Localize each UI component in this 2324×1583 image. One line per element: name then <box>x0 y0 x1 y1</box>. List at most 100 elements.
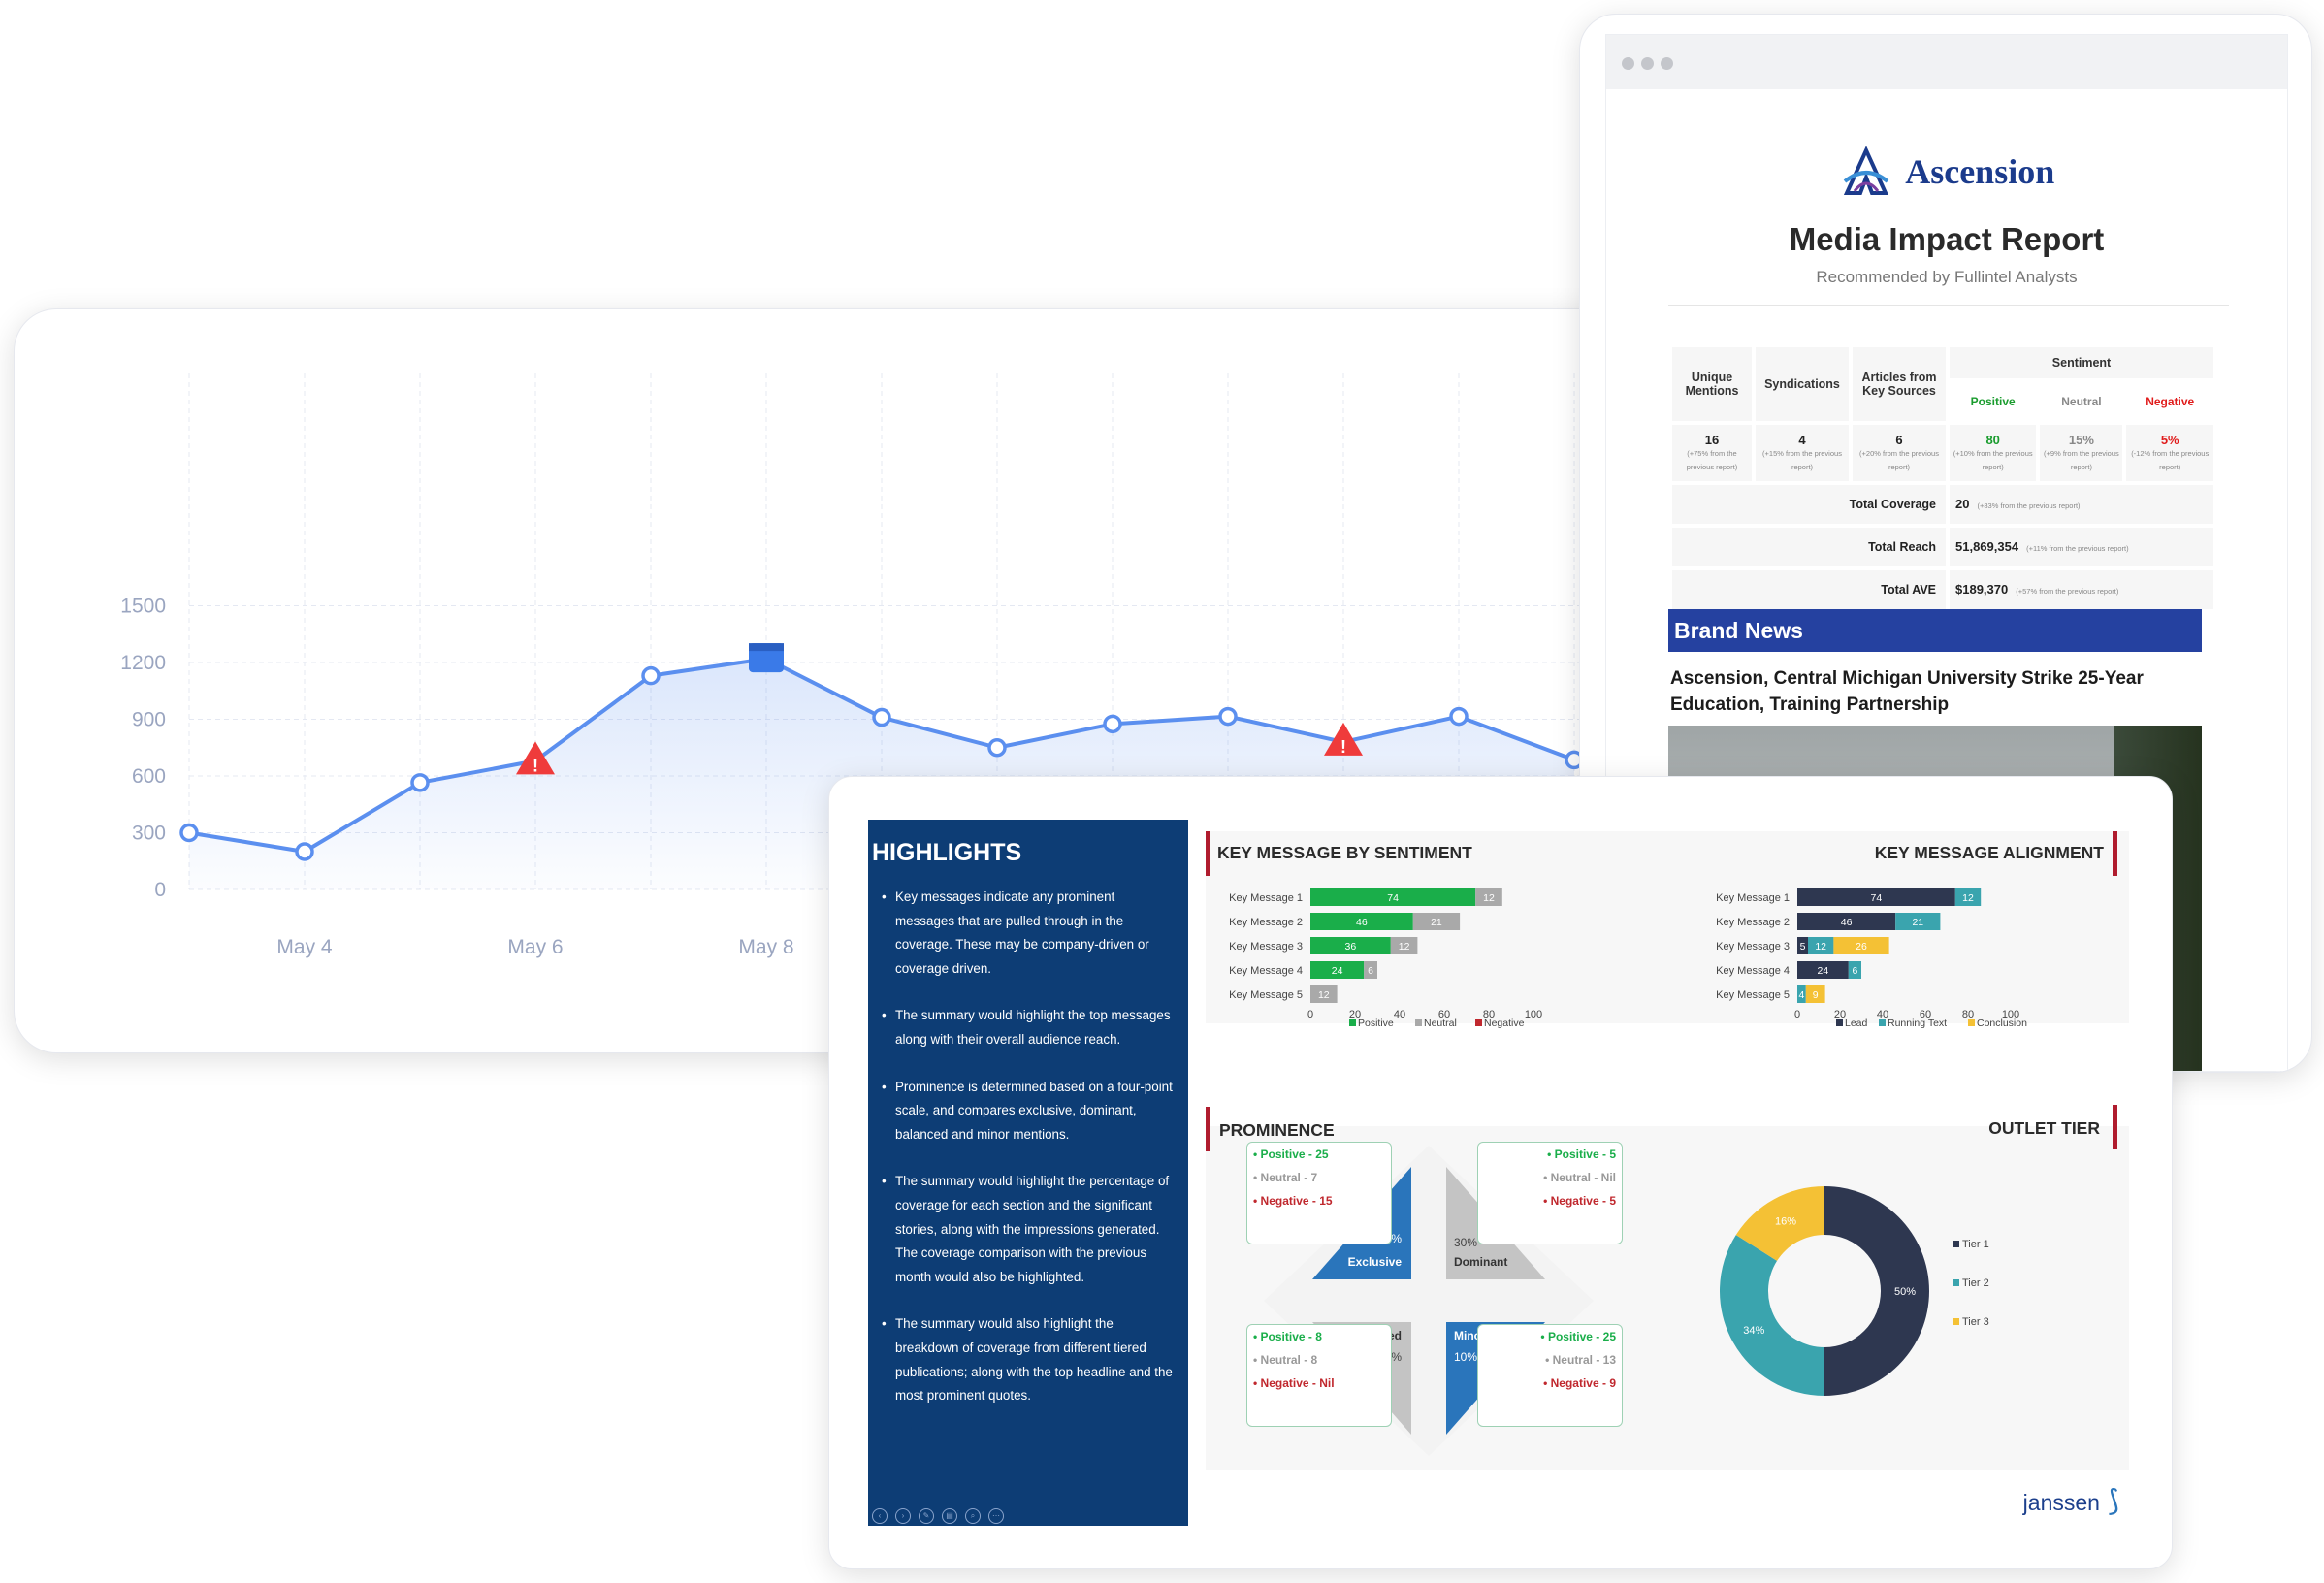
dominant-breakdown: • Positive - 5 • Neutral - Nil • Negativ… <box>1477 1142 1623 1244</box>
y-tick-label: 300 <box>132 823 166 845</box>
unique-mentions-header: Unique Mentions <box>1672 347 1752 421</box>
sentiment-header: Sentiment <box>1950 347 2213 378</box>
exclusive-breakdown: • Positive - 25 • Neutral - 7 • Negative… <box>1246 1142 1392 1244</box>
legend-swatch <box>1879 1019 1886 1026</box>
legend-label: Lead <box>1845 1018 1868 1029</box>
x-tick-label: 80 <box>1483 1009 1495 1020</box>
data-point <box>1218 706 1238 727</box>
synd-cell: 4 (+15% from the previous report) <box>1756 425 1849 481</box>
data-point <box>641 665 661 686</box>
highlight-item: The summary would highlight the percenta… <box>882 1170 1177 1289</box>
brand-news-header: Brand News <box>1668 609 2202 652</box>
y-tick-label: 1200 <box>120 652 166 674</box>
bar-segment <box>1797 913 1896 930</box>
balanced-breakdown: • Positive - 8 • Neutral - 8 • Negative … <box>1246 1324 1392 1427</box>
unique-value: 16 <box>1704 432 1720 447</box>
x-tick-label: 60 <box>1920 1009 1931 1020</box>
data-point <box>410 773 430 792</box>
legend-swatch <box>1953 1318 1959 1325</box>
slide-controls: ‹ › ✎ ▤ ⌕ ⋯ <box>872 1508 1004 1524</box>
bar-segment <box>1805 985 1825 1003</box>
data-point <box>1103 714 1122 734</box>
media-report-window: Ascension Media Impact Report Recommende… <box>1579 14 2312 1073</box>
bar-segment <box>1833 937 1889 954</box>
janssen-mark-icon: ⟆ <box>2099 1485 2119 1517</box>
data-point <box>872 707 891 727</box>
window-dot-icon[interactable] <box>1622 57 1634 70</box>
total-reach-value: 51,869,354 (+11% from the previous report… <box>1950 528 2213 566</box>
category-label: Key Message 2 <box>1229 917 1303 928</box>
legend-label: Tier 2 <box>1962 1277 1989 1289</box>
breakdown-line: • Neutral - 7 <box>1253 1171 1318 1184</box>
bar-value-label: 26 <box>1856 941 1867 953</box>
window-titlebar <box>1606 35 2287 89</box>
report-title: Media Impact Report <box>1789 221 2105 257</box>
total-coverage-note: (+83% from the previous report) <box>1977 501 2081 510</box>
zoom-icon[interactable]: ⌕ <box>965 1508 981 1524</box>
donut-slice <box>1735 1186 1824 1261</box>
bar-value-label: 12 <box>1483 892 1495 904</box>
outlet-tier-donut: 50% 34% 16% Tier 1 Tier 2 Tier 3 <box>1720 1186 1989 1396</box>
prev-icon[interactable]: ‹ <box>872 1508 888 1524</box>
bar-value-label: 36 <box>1345 941 1357 953</box>
window-dot-icon[interactable] <box>1661 57 1673 70</box>
breakdown-line: • Positive - 8 <box>1253 1330 1322 1343</box>
janssen-logo: janssen ⟆ <box>2023 1484 2119 1518</box>
x-tick-label: 40 <box>1394 1009 1405 1020</box>
bar-value-label: 4 <box>1798 989 1804 1001</box>
articles-header: Articles from Key Sources <box>1853 347 1946 421</box>
window-dot-icon[interactable] <box>1641 57 1654 70</box>
unique-cell: 16 (+75% from the previous report) <box>1672 425 1752 481</box>
neutral-header: Neutral <box>2040 382 2123 421</box>
news-headline[interactable]: Ascension, Central Michigan University S… <box>1670 668 2144 715</box>
bar-value-label: 6 <box>1368 965 1373 977</box>
report-subtitle: Recommended by Fullintel Analysts <box>1816 268 2078 286</box>
bar-value-label: 9 <box>1813 989 1819 1001</box>
x-tick-label: 60 <box>1438 1009 1450 1020</box>
highlights-panel: HIGHLIGHTS Key messages indicate any pro… <box>868 820 1188 1526</box>
bar-segment <box>1310 937 1391 954</box>
bar-segment <box>1310 985 1338 1003</box>
category-label: Key Message 3 <box>1716 941 1790 953</box>
highlight-item: Prominence is determined based on a four… <box>882 1076 1177 1147</box>
articles-value: 6 <box>1895 432 1903 447</box>
accent-bar <box>2113 831 2117 876</box>
highlights-title: HIGHLIGHTS <box>872 839 1022 866</box>
slides-icon[interactable]: ▤ <box>942 1508 957 1524</box>
x-tick-label: 40 <box>1877 1009 1888 1020</box>
legend-label: Tier 3 <box>1962 1316 1989 1328</box>
bar-value-label: 21 <box>1431 917 1442 928</box>
bar-value-label: 24 <box>1818 965 1829 977</box>
legend-label: Conclusion <box>1977 1018 2027 1029</box>
positive-header: Positive <box>1950 382 2037 421</box>
legend-label: Tier 1 <box>1962 1239 1989 1250</box>
highlight-item: Key messages indicate any prominent mess… <box>882 886 1177 981</box>
syndications-header: Syndications <box>1756 347 1849 421</box>
synd-note: (+15% from the previous report) <box>1762 448 1842 471</box>
x-tick-label: 20 <box>1834 1009 1846 1020</box>
bar-segment <box>1895 913 1941 930</box>
negative-value: 5% <box>2160 432 2179 447</box>
bar-segment <box>1848 961 1861 979</box>
donut-slice <box>1720 1235 1824 1396</box>
bar-segment <box>1797 961 1849 979</box>
bar-segment <box>1954 888 1982 906</box>
x-tick-label: May 6 <box>507 936 563 958</box>
neutral-note: (+9% from the previous report) <box>2044 448 2119 471</box>
negative-cell: 5% (-12% from the previous report) <box>2126 425 2213 481</box>
sentiment-title: KEY MESSAGE BY SENTIMENT <box>1217 843 1472 862</box>
category-label: Key Message 1 <box>1229 892 1303 904</box>
total-ave-note: (+57% from the previous report) <box>2016 586 2119 596</box>
key-message-panel: KEY MESSAGE BY SENTIMENT KEY MESSAGE ALI… <box>1206 831 2129 1029</box>
next-icon[interactable]: › <box>895 1508 911 1524</box>
more-icon[interactable]: ⋯ <box>988 1508 1004 1524</box>
x-tick-label: 100 <box>2002 1009 2019 1020</box>
bar-segment <box>1364 961 1377 979</box>
pen-icon[interactable]: ✎ <box>919 1508 934 1524</box>
accent-bar <box>1206 1107 1210 1151</box>
bar-segment <box>1475 888 1502 906</box>
slice-label: 50% <box>1894 1286 1916 1298</box>
slice-label: 34% <box>1743 1325 1764 1337</box>
y-tick-label: 0 <box>154 879 166 901</box>
bar-value-label: 46 <box>1841 917 1853 928</box>
